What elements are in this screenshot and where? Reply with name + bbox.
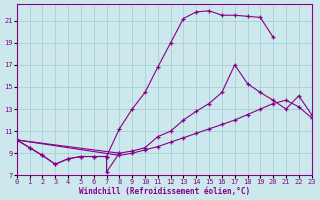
X-axis label: Windchill (Refroidissement éolien,°C): Windchill (Refroidissement éolien,°C) <box>79 187 250 196</box>
